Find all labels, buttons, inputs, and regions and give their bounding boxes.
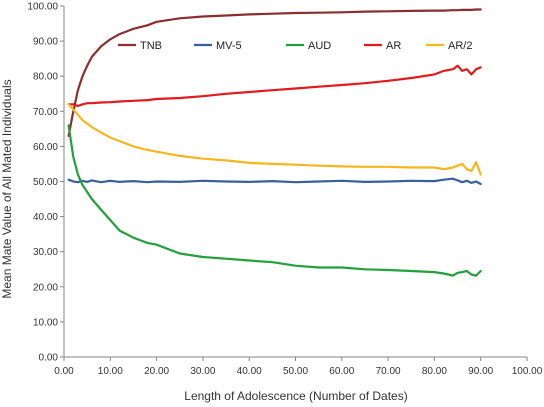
x-tick-label: 0.00: [54, 366, 74, 377]
x-tick-label: 60.00: [329, 366, 354, 377]
x-tick-label: 50.00: [283, 366, 308, 377]
legend: TNB MV-5 AUD AR AR/2: [118, 40, 472, 52]
x-tick-label: 10.00: [98, 366, 123, 377]
legend-label-aud: AUD: [308, 40, 331, 52]
x-tick-label: 70.00: [376, 366, 401, 377]
x-tick-label: 20.00: [144, 366, 169, 377]
x-tick-label: 80.00: [422, 366, 447, 377]
y-tick-label: 100.00: [27, 2, 58, 13]
x-tick-label: 100.00: [512, 366, 543, 377]
legend-label-ar: AR: [386, 40, 401, 52]
series-line-ar: [67, 64, 482, 108]
x-tick-label: 90.00: [468, 366, 493, 377]
y-axis-label: Mean Mate Value of All Mated Individuals: [0, 79, 14, 298]
tick-labels: 0.00 10.00 20.00 30.00 40.00 50.00 60.00 70.00 8…: [27, 2, 542, 378]
y-tick-label: 90.00: [33, 37, 58, 48]
y-tick-label: 30.00: [33, 247, 58, 258]
y-tick-label: 80.00: [33, 72, 58, 83]
series-lines: [67, 8, 482, 277]
x-axis-label: Length of Adolescence (Number of Dates): [184, 389, 407, 403]
series-line-aud: [67, 124, 482, 277]
y-tick-label: 10.00: [33, 317, 58, 328]
x-tick-label: 30.00: [190, 366, 215, 377]
x-tick-label: 40.00: [237, 366, 262, 377]
axes: [60, 5, 528, 361]
y-tick-label: 50.00: [33, 177, 58, 188]
legend-label-ar-2: AR/2: [448, 40, 472, 52]
y-tick-label: 60.00: [33, 142, 58, 153]
series-line-ar-2: [67, 103, 482, 176]
legend-label-mv-5: MV-5: [216, 40, 242, 52]
y-tick-label: 70.00: [33, 107, 58, 118]
legend-label-tnb: TNB: [140, 40, 162, 52]
series-line-tnb: [67, 8, 482, 137]
y-tick-label: 0.00: [39, 353, 59, 364]
series-line-mv-5: [67, 177, 482, 186]
y-tick-label: 40.00: [33, 212, 58, 223]
y-tick-label: 20.00: [33, 282, 58, 293]
